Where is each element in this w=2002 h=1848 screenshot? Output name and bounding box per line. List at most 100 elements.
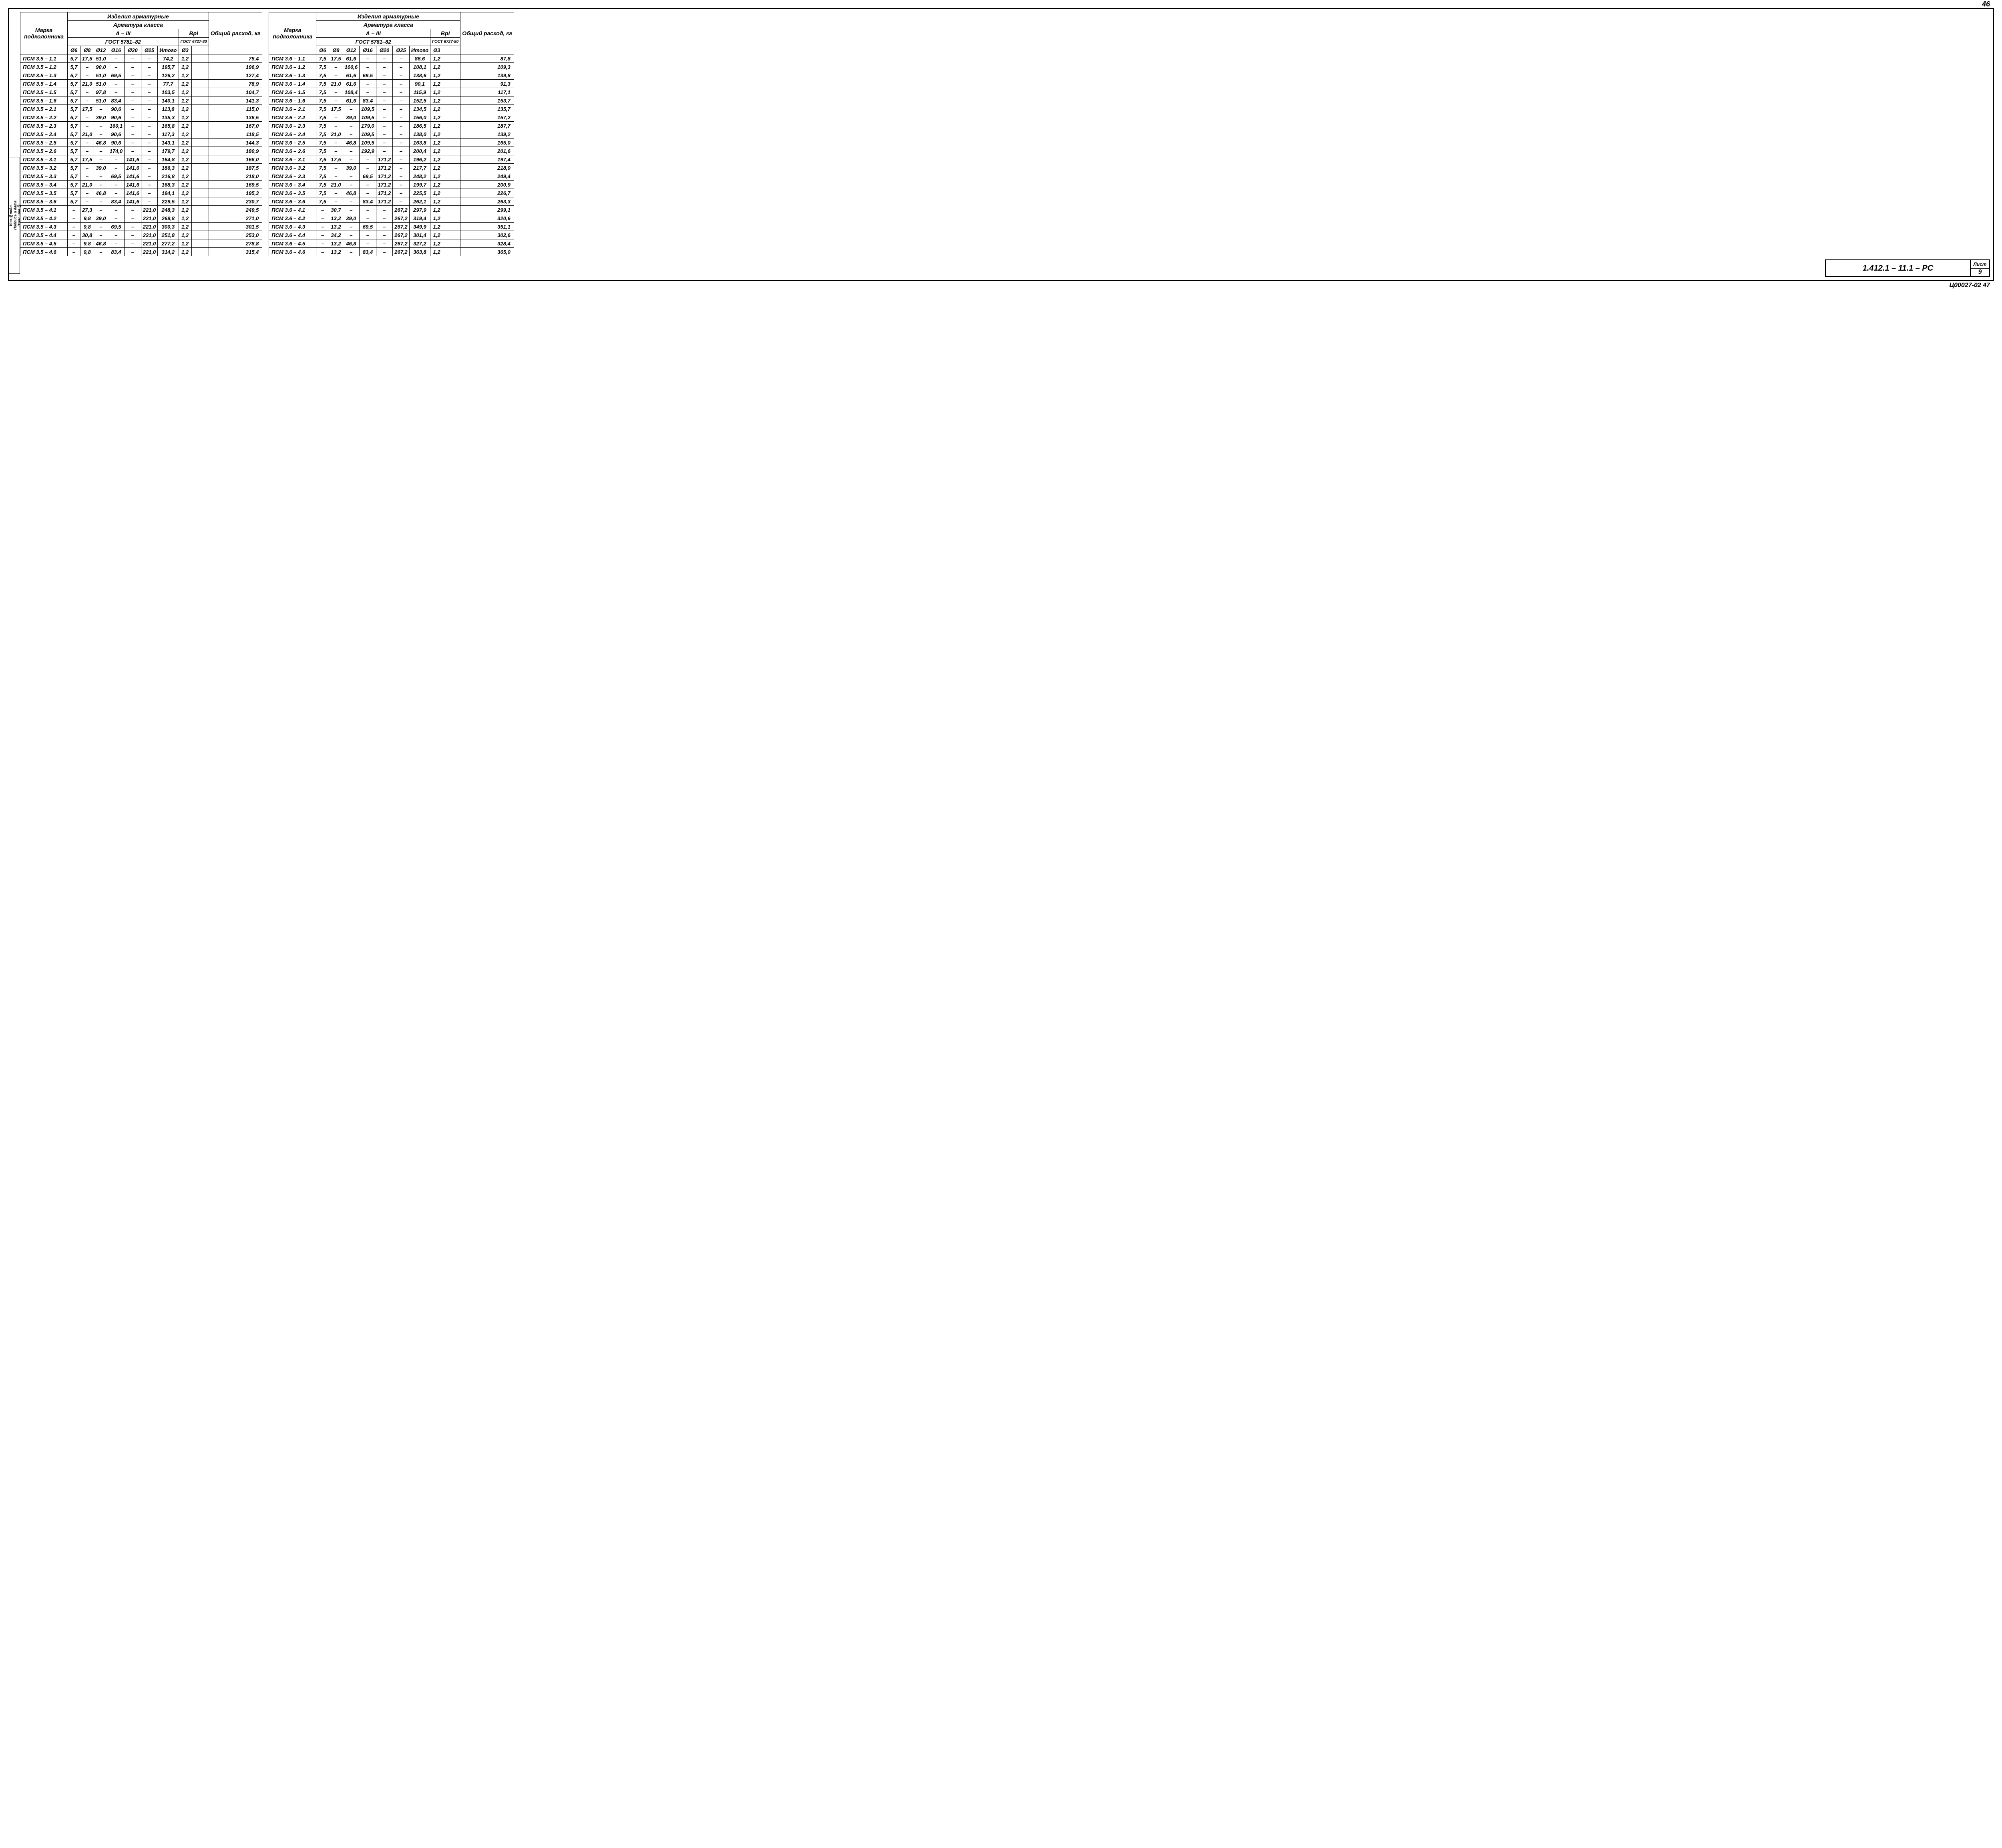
cell-val: –	[376, 223, 393, 231]
cell-val: 39,0	[94, 164, 108, 172]
cell-val: 9,8	[80, 214, 94, 223]
cell-val: –	[316, 223, 329, 231]
table-row: ПСМ 3.5 – 1.65,7–51,083,4––140,11,2141,3	[20, 96, 262, 105]
cell-val	[191, 122, 209, 130]
cell-val: –	[94, 248, 108, 256]
cell-val: –	[141, 197, 158, 206]
table-row: ПСМ 3.6 – 3.37,5––69,5171,2–248,21,2249,…	[269, 172, 514, 181]
cell-val: 1,2	[179, 71, 191, 80]
cell-val: 7,5	[316, 172, 329, 181]
col-diam-1: Ø8	[329, 46, 343, 54]
cell-val: 1,2	[430, 248, 443, 256]
cell-val: 21,0	[329, 181, 343, 189]
cell-val: 74,2	[158, 54, 179, 63]
cell-val	[191, 96, 209, 105]
cell-val: 83,4	[108, 96, 125, 105]
cell-val: 1,2	[179, 96, 191, 105]
cell-val: –	[80, 172, 94, 181]
cell-val: 165,8	[158, 122, 179, 130]
col-mark: Маркаподколонника	[269, 12, 316, 54]
cell-val	[443, 147, 460, 155]
cell-val	[443, 181, 460, 189]
cell-val: 171,2	[376, 189, 393, 197]
cell-val: 13,2	[329, 214, 343, 223]
sidebar-podpis-data: Подпись и дата	[13, 157, 17, 273]
cell-val: –	[94, 172, 108, 181]
cell-val: –	[393, 197, 410, 206]
cell-val	[443, 248, 460, 256]
cell-val: –	[125, 214, 141, 223]
cell-val: 7,5	[316, 113, 329, 122]
cell-val: –	[376, 239, 393, 248]
cell-val: 5,7	[68, 63, 80, 71]
cell-val: 7,5	[316, 155, 329, 164]
cell-val: 267,2	[393, 214, 410, 223]
cell-val: 141,6	[125, 172, 141, 181]
cell-total: 144,3	[209, 139, 262, 147]
cell-total: 263,3	[460, 197, 514, 206]
cell-val: 109,5	[360, 105, 376, 113]
cell-val: 39,0	[94, 113, 108, 122]
cell-val: 216,8	[158, 172, 179, 181]
cell-mark: ПСМ 3.5 – 2.3	[20, 122, 68, 130]
cell-val: –	[80, 122, 94, 130]
cell-val	[191, 155, 209, 164]
cell-mark: ПСМ 3.6 – 4.3	[269, 223, 316, 231]
cell-total: 230,7	[209, 197, 262, 206]
col-bp1-blank	[443, 46, 460, 54]
cell-val: 17,5	[329, 54, 343, 63]
cell-val: 199,7	[409, 181, 430, 189]
col-mark: Маркаподколонника	[20, 12, 68, 54]
col-diam-4: Ø20	[125, 46, 141, 54]
cell-val: 51,0	[94, 54, 108, 63]
table-row: ПСМ 3.5 – 3.15,717,5––141,6–164,81,2166,…	[20, 155, 262, 164]
cell-total: 153,7	[460, 96, 514, 105]
cell-val: –	[343, 147, 360, 155]
cell-val: –	[125, 130, 141, 139]
cell-val: –	[329, 189, 343, 197]
cell-val: 138,6	[409, 71, 430, 80]
cell-val: –	[393, 181, 410, 189]
cell-val: 108,1	[409, 63, 430, 71]
cell-val: –	[125, 248, 141, 256]
cell-val: –	[360, 88, 376, 96]
cell-val: 163,8	[409, 139, 430, 147]
cell-val	[191, 231, 209, 239]
table-row: ПСМ 3.6 – 2.47,521,0–109,5––138,01,2139,…	[269, 130, 514, 139]
cell-mark: ПСМ 3.6 – 1.4	[269, 80, 316, 88]
cell-val: 97,8	[94, 88, 108, 96]
cell-val: 1,2	[430, 139, 443, 147]
drawing-page: 46 Маркаподколонника Изделия арматурные …	[8, 8, 1994, 281]
cell-val: 196,2	[409, 155, 430, 164]
cell-val	[191, 71, 209, 80]
cell-val: –	[80, 96, 94, 105]
document-number: 1.412.1 – 11.1 – РС	[1826, 260, 1971, 276]
cell-mark: ПСМ 3.6 – 2.4	[269, 130, 316, 139]
cell-val	[191, 248, 209, 256]
cell-val	[443, 122, 460, 130]
cell-val: –	[393, 147, 410, 155]
cell-total: 167,0	[209, 122, 262, 130]
cell-mark: ПСМ 3.6 – 3.3	[269, 172, 316, 181]
sidebar-vzam-inv: Взам. инв.№	[17, 157, 21, 273]
cell-val: –	[393, 155, 410, 164]
cell-val: 5,7	[68, 181, 80, 189]
cell-val: 21,0	[80, 80, 94, 88]
cell-val: 21,0	[80, 130, 94, 139]
cell-val: 248,2	[409, 172, 430, 181]
cell-val: 1,2	[179, 147, 191, 155]
cell-val: –	[125, 122, 141, 130]
cell-val: –	[329, 88, 343, 96]
cell-val: 229,5	[158, 197, 179, 206]
cell-val: –	[108, 63, 125, 71]
cell-val	[191, 164, 209, 172]
cell-val: –	[80, 63, 94, 71]
cell-val: 5,7	[68, 122, 80, 130]
cell-val: 1,2	[430, 231, 443, 239]
cell-val: 179,7	[158, 147, 179, 155]
cell-mark: ПСМ 3.6 – 4.2	[269, 214, 316, 223]
cell-val: 156,0	[409, 113, 430, 122]
col-products: Изделия арматурные	[316, 12, 460, 21]
cell-val: 5,7	[68, 172, 80, 181]
cell-total: 118,5	[209, 130, 262, 139]
